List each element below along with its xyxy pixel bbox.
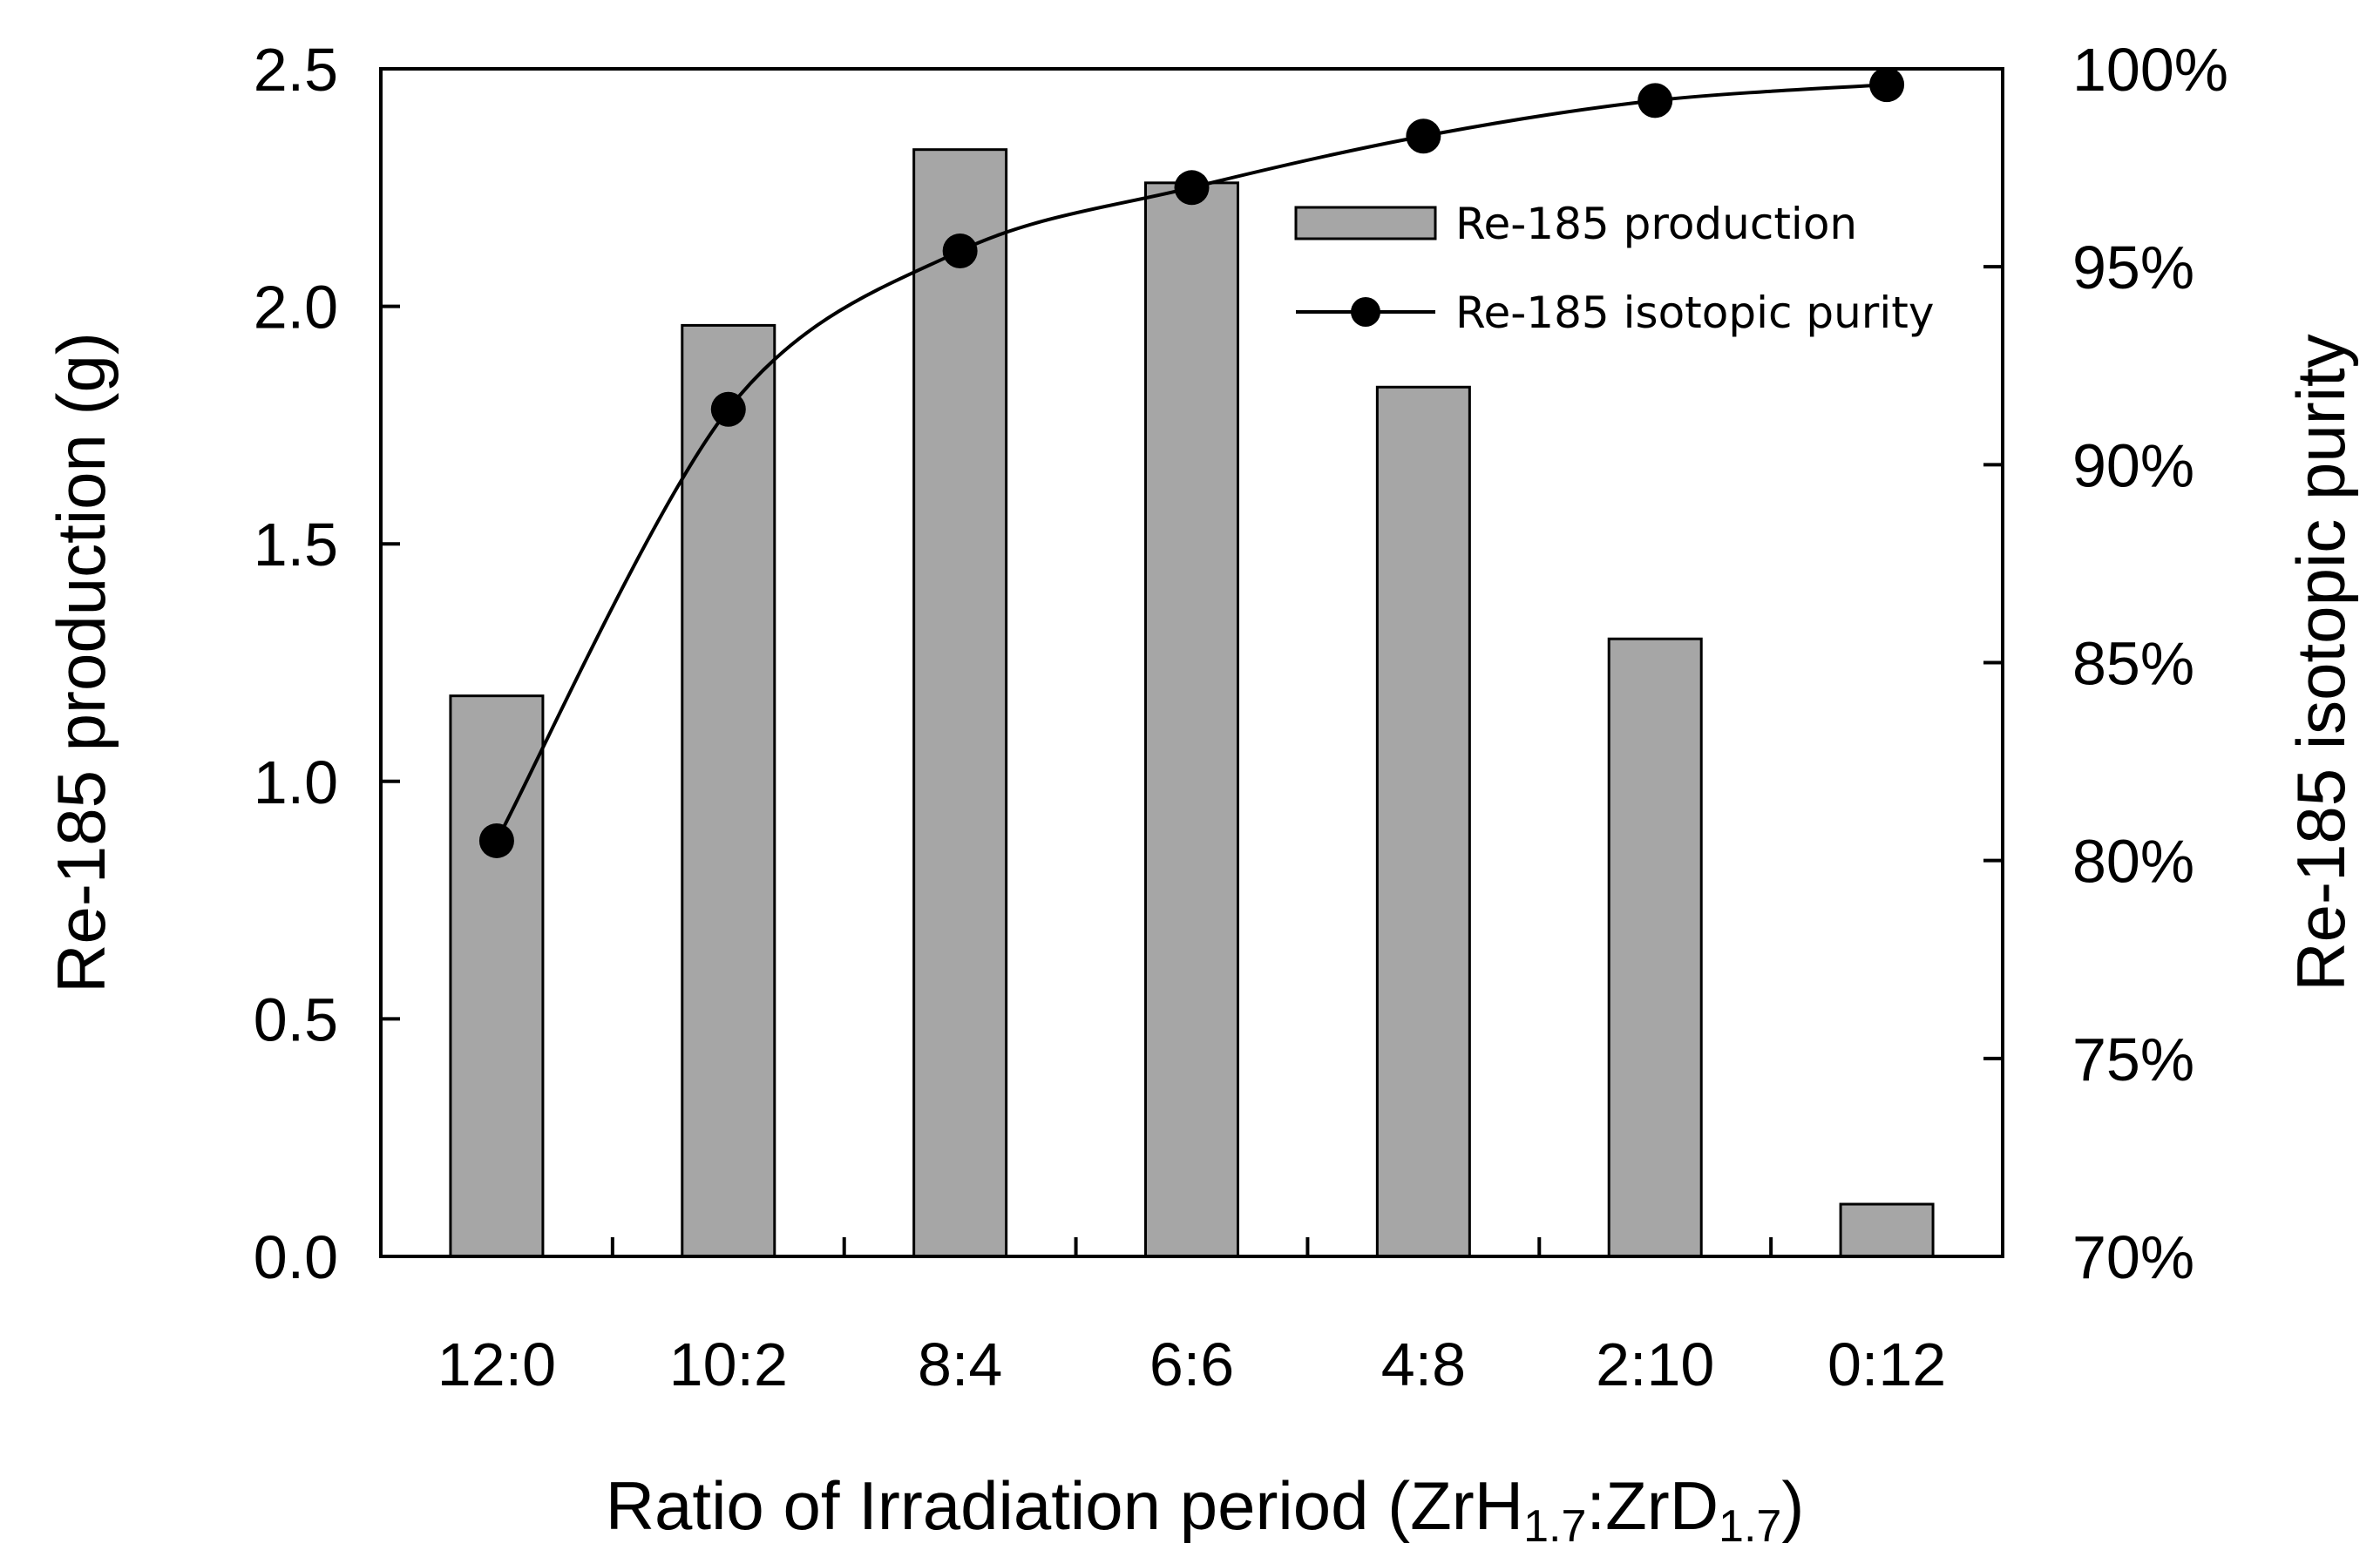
purity-point-6-6 [1174,170,1210,206]
x-axis-tick-labels: 12:0 10:2 8:4 6:6 4:8 2:10 0:12 [437,1330,1946,1398]
legend-label-production: Re-185 production [1455,199,1857,249]
right-axis-title: Re-185 isotopic purity [2282,334,2359,991]
legend-bar-swatch [1294,206,1437,240]
bar-4-8 [1375,385,1471,1258]
right-tick-label: 80% [2072,828,2194,896]
right-tick-label: 85% [2072,630,2194,698]
right-axis-tick-labels: 70% 75% 80% 85% 90% 95% 100% [2072,36,2228,1291]
x-axis-title: Ratio of Irradiation period (ZrH1.7:ZrD1… [606,1467,1805,1552]
x-axis-title-sub1: 1.7 [1523,1501,1586,1552]
x-tick-label: 4:8 [1381,1330,1466,1398]
purity-point-10-2 [710,391,746,427]
x-tick-label: 2:10 [1596,1330,1714,1398]
bar-0-12 [1839,1202,1935,1258]
purity-point-4-8 [1406,118,1441,154]
legend: Re-185 production Re-185 isotopic purity [1294,199,1934,338]
bar-6-6 [1144,181,1239,1258]
x-axis-title-prefix: Ratio of Irradiation period (ZrH [606,1467,1523,1544]
bar-10-2 [681,323,776,1258]
bar-8-4 [912,148,1008,1258]
right-tick-label: 70% [2072,1223,2194,1291]
bar-12-0 [449,694,545,1258]
right-tick-label: 95% [2072,234,2194,301]
legend-line-marker [1351,297,1380,327]
x-axis-title-sub2: 1.7 [1719,1501,1781,1552]
x-tick-label: 10:2 [669,1330,788,1398]
legend-label-purity: Re-185 isotopic purity [1455,288,1934,338]
purity-point-8-4 [942,233,978,268]
purity-point-12-0 [478,823,514,858]
left-tick-label: 0.0 [254,1223,338,1291]
left-tick-label: 1.5 [254,511,338,579]
x-tick-label: 6:6 [1149,1330,1234,1398]
left-tick-label: 2.5 [254,36,338,104]
x-tick-label: 0:12 [1827,1330,1946,1398]
right-tick-label: 100% [2072,36,2228,104]
axis-ticks [381,67,2003,1258]
x-tick-label: 8:4 [918,1330,1002,1398]
bar-series [449,148,1935,1258]
x-axis-title-suffix: ) [1781,1467,1804,1544]
left-tick-label: 0.5 [254,985,338,1053]
purity-point-0-12 [1869,67,1905,103]
left-tick-label: 2.0 [254,274,338,342]
bar-2-10 [1607,637,1703,1258]
left-axis-tick-labels: 0.0 0.5 1.0 1.5 2.0 2.5 [254,36,338,1291]
x-tick-label: 12:0 [437,1330,556,1398]
purity-point-2-10 [1638,83,1673,118]
x-axis-title-mid: :ZrD [1586,1467,1719,1544]
line-series [478,67,1905,858]
left-tick-label: 1.0 [254,748,338,816]
right-tick-label: 90% [2072,431,2194,499]
right-tick-label: 75% [2072,1026,2194,1093]
left-axis-title: Re-185 production (g) [43,332,119,993]
